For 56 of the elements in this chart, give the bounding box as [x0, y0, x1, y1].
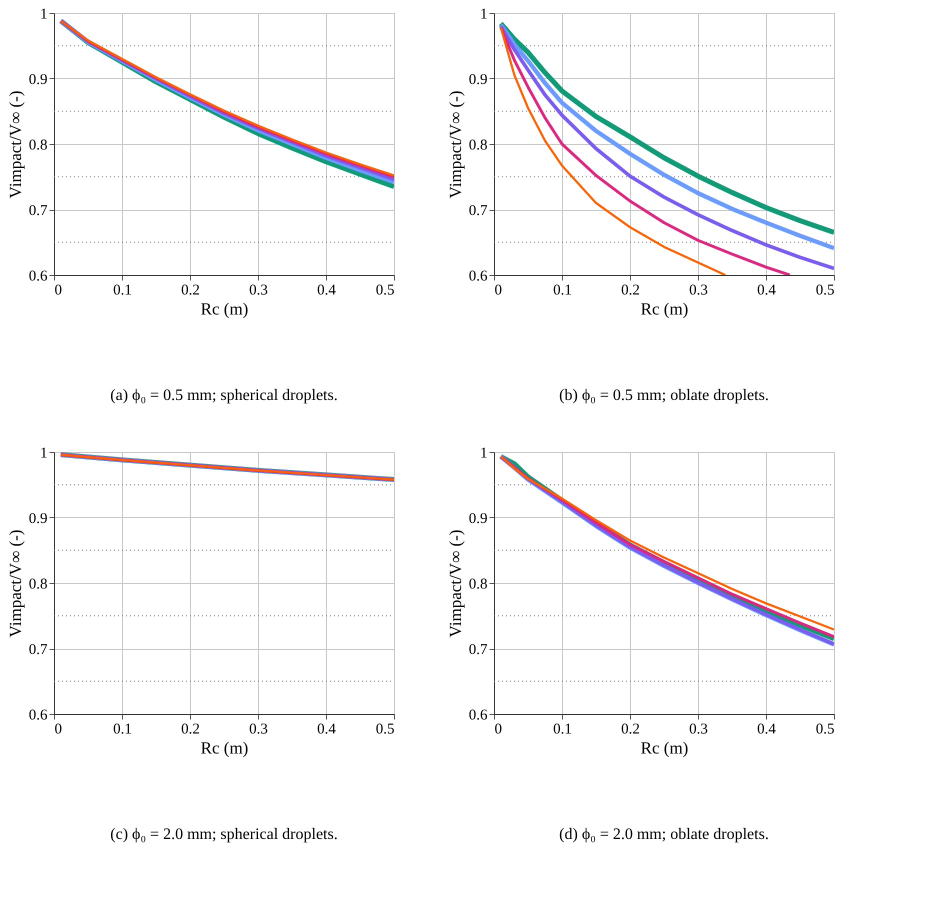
x-tick-label: 0.4	[757, 722, 776, 738]
y-tick-label: 0.6	[468, 708, 488, 724]
y-tick-label: 1	[480, 446, 488, 462]
x-axis-title: Rc (m)	[200, 738, 248, 758]
y-tick-label: 0.7	[28, 203, 48, 219]
x-tick-label: 0	[54, 722, 62, 738]
x-tick-label: 0.2	[621, 722, 640, 738]
x-tick-label: 0.3	[249, 282, 268, 298]
y-tick-label: 0.9	[468, 511, 488, 527]
y-tick-label: 0.6	[468, 268, 488, 284]
y-tick-label: 0.8	[28, 576, 48, 592]
x-tick-label: 0.5	[376, 722, 394, 738]
x-tick-label: 0.5	[816, 722, 834, 738]
y-tick-label: 0.6	[28, 268, 48, 284]
y-tick-label: 1	[40, 6, 48, 22]
y-tick-label: 0.9	[28, 511, 48, 527]
y-tick-label: 0.6	[28, 708, 48, 724]
text: (d) ϕ₀ = 2.0 mm; oblate droplets.	[559, 826, 769, 843]
x-tick-label: 0	[494, 722, 502, 738]
x-axis-title: Rc (m)	[200, 300, 248, 318]
y-axis-title: Vimpact/V∞ (-)	[6, 530, 25, 638]
x-tick-label: 0.2	[181, 722, 200, 738]
y-axis-title: Vimpact/V∞ (-)	[6, 90, 25, 198]
x-tick-label: 0.4	[317, 722, 336, 738]
y-axis-title: Vimpact/V∞ (-)	[446, 90, 465, 198]
x-tick-label: 0.1	[553, 282, 572, 298]
y-tick-label: 0.7	[468, 642, 488, 658]
y-tick-label: 0.7	[28, 642, 48, 658]
x-tick-label: 0.1	[553, 722, 572, 738]
x-tick-label: 0.2	[621, 282, 640, 298]
y-tick-label: 0.9	[468, 72, 488, 88]
x-tick-label: 0.3	[689, 722, 708, 738]
y-tick-label: 0.8	[468, 138, 488, 154]
text: (a) ϕ₀ = 0.5 mm; spherical droplets.	[110, 387, 338, 404]
x-tick-label: 0.3	[689, 282, 708, 298]
x-tick-label: 0.3	[249, 722, 268, 738]
y-tick-label: 0.8	[468, 576, 488, 592]
y-tick-label: 0.7	[468, 203, 488, 219]
x-tick-label: 0.5	[376, 282, 394, 298]
x-tick-label: 0	[494, 282, 502, 298]
x-tick-label: 0	[54, 282, 62, 298]
x-axis-title: Rc (m)	[640, 738, 688, 758]
x-tick-label: 0.5	[816, 282, 834, 298]
x-axis-title: Rc (m)	[640, 300, 688, 318]
x-tick-label: 0.2	[181, 282, 200, 298]
x-tick-label: 0.1	[113, 722, 132, 738]
x-tick-label: 0.1	[113, 282, 132, 298]
y-tick-label: 0.8	[28, 138, 48, 154]
x-tick-label: 0.4	[757, 282, 776, 298]
y-tick-label: 1	[480, 6, 488, 22]
text: (c) ϕ₀ = 2.0 mm; spherical droplets.	[110, 826, 338, 843]
y-tick-label: 0.9	[28, 72, 48, 88]
x-tick-label: 0.4	[317, 282, 336, 298]
text: (b) ϕ₀ = 0.5 mm; oblate droplets.	[559, 387, 769, 404]
y-tick-label: 1	[40, 446, 48, 462]
y-axis-title: Vimpact/V∞ (-)	[446, 530, 465, 638]
